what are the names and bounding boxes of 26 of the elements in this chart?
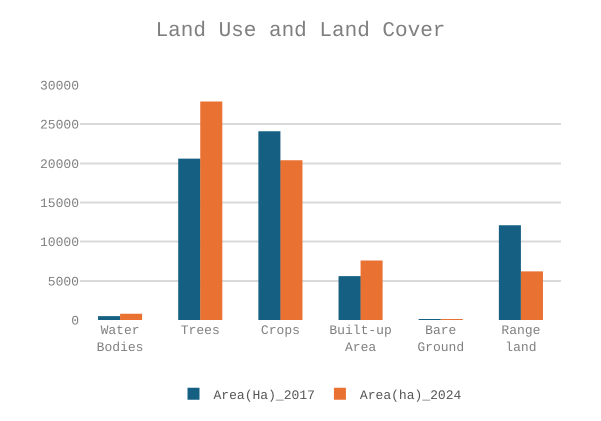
y-tick-label: 25000 [40, 118, 79, 133]
y-tick-label: 15000 [40, 196, 79, 212]
bar [280, 160, 302, 320]
x-tick-label: Bare Ground [417, 323, 464, 355]
y-tick-label: 20000 [40, 156, 79, 172]
bar [178, 158, 200, 320]
bar [98, 316, 120, 320]
bar [360, 260, 383, 320]
legend-label: Area(ha)_2024 [360, 388, 462, 403]
x-tick-label: Trees [180, 323, 220, 338]
bar [520, 271, 543, 320]
legend-label: Area(Ha)_2017 [214, 388, 315, 403]
bar [498, 225, 521, 320]
bar [258, 131, 280, 320]
bar [338, 276, 361, 320]
bar [120, 314, 142, 320]
y-tick-label: 5000 [48, 274, 79, 290]
y-tick-label: 30000 [40, 78, 79, 94]
x-tick-label: Water Bodies [96, 323, 144, 355]
chart-title: Land Use and Land Cover [156, 20, 446, 43]
y-tick-label: 0 [71, 314, 79, 329]
x-tick-label: Crops [260, 323, 300, 338]
x-tick-label: Built-up Area [329, 323, 392, 355]
y-tick-label: 10000 [40, 235, 79, 250]
bar [200, 101, 222, 320]
x-tick-label: Range land [501, 323, 540, 355]
